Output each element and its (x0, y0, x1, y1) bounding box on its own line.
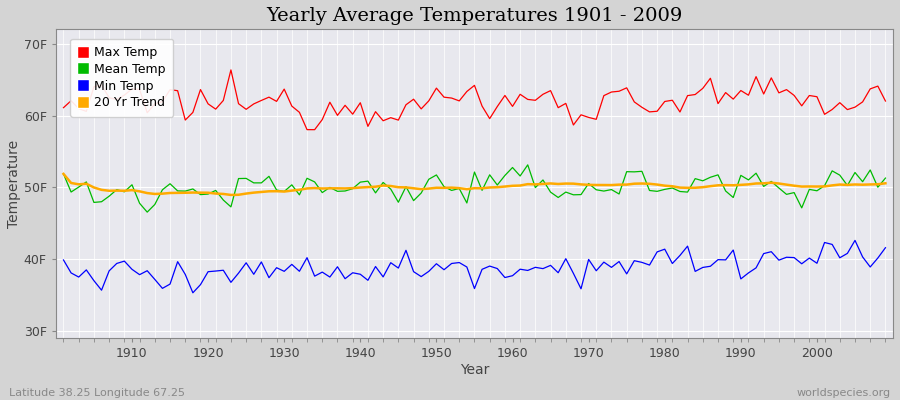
Text: worldspecies.org: worldspecies.org (796, 388, 891, 398)
X-axis label: Year: Year (460, 363, 490, 377)
Text: Latitude 38.25 Longitude 67.25: Latitude 38.25 Longitude 67.25 (9, 388, 185, 398)
Legend: Max Temp, Mean Temp, Min Temp, 20 Yr Trend: Max Temp, Mean Temp, Min Temp, 20 Yr Tre… (70, 39, 173, 117)
Title: Yearly Average Temperatures 1901 - 2009: Yearly Average Temperatures 1901 - 2009 (266, 7, 683, 25)
Y-axis label: Temperature: Temperature (7, 140, 21, 228)
